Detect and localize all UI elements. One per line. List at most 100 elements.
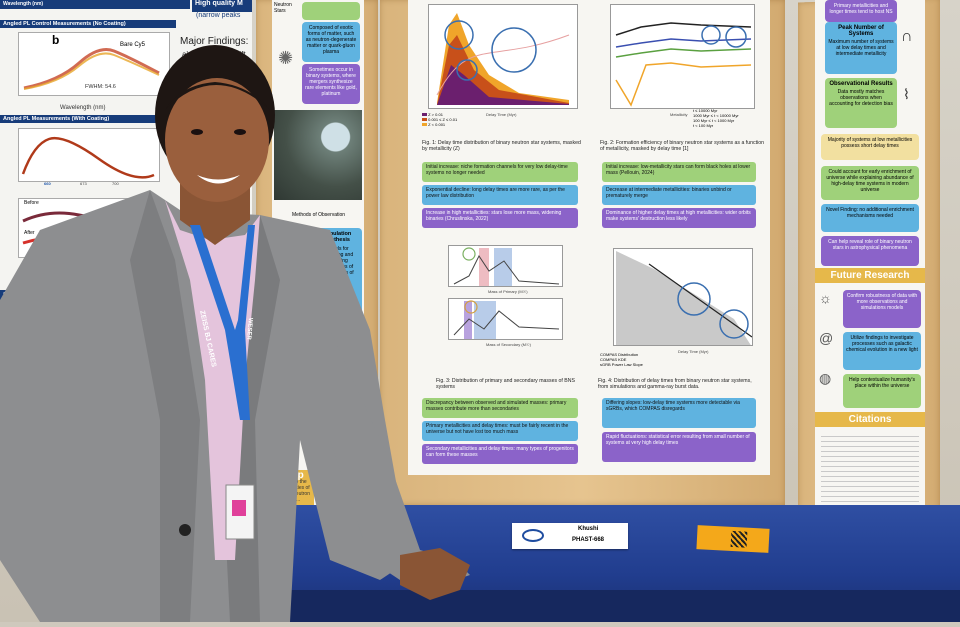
narrow-peaks-label: (narrow peaks [196, 12, 241, 19]
fig1-legend: Z > 0.01 0.001 ≤ Z ≤ 0.01 Z < 0.001 [422, 112, 457, 127]
narrow-box-3: Sometimes occur in binary systems, where… [302, 64, 360, 104]
code-icon: ≡ [344, 322, 360, 348]
major-findings-title: Major Findings: [180, 36, 249, 47]
panel-b-label: b [52, 33, 60, 47]
future-research-header: Future Research [815, 268, 925, 283]
wavelength-axis-label: Wavelength (nm) [60, 105, 106, 111]
fwhm-label: FWHM: 54.6 [85, 84, 116, 90]
table-edge [280, 590, 960, 622]
fig4-legend-item: COMPAS Distribution [600, 352, 639, 357]
narrow-box-1 [302, 2, 360, 20]
right-band-1: Initial increase: low-metallicity stars … [602, 162, 756, 182]
citations-header: Citations [815, 412, 925, 427]
fig1-caption: Fig. 1: Delay time distribution of binar… [422, 140, 581, 153]
name-card-name: Khushi [578, 526, 599, 532]
spectrum-plot-c [18, 128, 160, 182]
section1-title: Angled PL Control Measurements (No Coati… [0, 20, 176, 28]
center-poster: Delay Time (Myr) Z > 0.01 0.001 ≤ Z ≤ 0.… [408, 0, 770, 475]
fig2-plot [610, 4, 755, 109]
starburst-icon: ✺ [278, 48, 294, 68]
bottom-left-band-3: Secondary metallicities and delay times:… [422, 444, 578, 464]
fig3-plot-bottom [448, 298, 563, 340]
fig1-legend-item: Z < 0.001 [422, 122, 457, 127]
bare-cy5-label: Bare Cy5 [120, 42, 146, 48]
telescope-icon: ⌖ [302, 225, 312, 242]
fig4-legend-item: COMPAS KDE [600, 357, 627, 362]
bottom-left-band-2: Primary metallicities and delay times: m… [422, 421, 578, 441]
obs-box: Observational Results Data mostly matche… [825, 78, 897, 128]
fig4-xlabel: Delay Time (Myr) [678, 349, 709, 354]
population-synthesis-title: Population Synthesis [322, 231, 352, 243]
orange-card [696, 525, 770, 553]
fig3-bottom-svg [453, 300, 560, 339]
fig1-xlabel: Delay Time (Myr) [486, 112, 517, 117]
fig3-xlabel-top: Mass of Primary (M☉) [488, 289, 528, 294]
tick-660: 660 [44, 181, 51, 186]
name-card-logo-icon [522, 529, 544, 542]
nebula-image [274, 110, 362, 200]
spectrum-d-svg [22, 211, 145, 246]
major-findings-item: a) MoS₂ blue-shift [182, 50, 246, 59]
methods-label: Methods of Observation [292, 212, 346, 218]
peak-box: Peak Number of Systems Maximum number of… [825, 22, 897, 74]
neutron-stars-label: Neutron Stars [274, 2, 292, 14]
spectrum-b-svg [23, 48, 160, 90]
left-band-1: Initial increase: niche formation channe… [422, 162, 578, 182]
fig2-xlabel: Metallicity [670, 112, 688, 117]
obs-title: Observational Results [829, 81, 893, 87]
fig4-legend: COMPAS Distribution COMPAS KDE sGRB Powe… [600, 352, 643, 367]
right-poster: Primary metallicities and longer times t… [815, 0, 925, 525]
before-label: Before [24, 200, 39, 206]
left-band-2: Exponential decline: long delay times ar… [422, 185, 578, 205]
quality-badge: High quality M [192, 0, 252, 12]
fig2-legend-item: t < 100 Myr [693, 123, 714, 128]
tick-673: 673 [80, 181, 87, 186]
spectrum-plot-b [18, 32, 170, 96]
fig1-plot [428, 4, 578, 109]
fig2-legend-item: 1000 Myr ≤ t < 10000 Myr [693, 113, 739, 118]
fig4-caption: Fig. 4: Distribution of delay times from… [598, 378, 752, 391]
bottom-right-band-1: Differing slopes: low-delay time systems… [602, 398, 756, 428]
sun-icon: ☼ [819, 290, 832, 306]
bottom-left-band-1: Discrepancy between observed and simulat… [422, 398, 578, 418]
popsynth-box: Population Synthesis Models for simulati… [312, 228, 362, 318]
population-synthesis-text: Models for simulating and predicting dis… [320, 246, 354, 282]
future-box-3: Help contextualize humanity's place with… [843, 374, 921, 408]
fig3-top-svg [453, 247, 560, 286]
peak-title: Peak Number of Systems [838, 25, 884, 37]
narrow-box-2: Composed of exotic forms of matter, such… [302, 22, 360, 62]
novel-box: Novel Finding: no additional enrichment … [821, 204, 919, 232]
fig1-svg [436, 13, 570, 105]
right-band-2: Decrease at intermediate metallicities: … [602, 185, 756, 205]
narrow-poster: Neutron Stars ✺ Composed of exotic forms… [272, 0, 364, 540]
fig1-legend-item: Z > 0.01 [422, 112, 457, 117]
spectrum-c-svg [21, 136, 155, 179]
bottom-right-band-2: Rapid fluctuations: statistical error re… [602, 432, 756, 462]
gap-question: How do the metallicities of binary neutr… [278, 479, 310, 503]
after-label: After [24, 230, 35, 236]
left-poster: Wavelength (nm) High quality M (narrow p… [0, 0, 252, 420]
right-top-note: Primary metallicities and longer times t… [825, 0, 897, 22]
fig4-legend-item: sGRB Power Law Slope [600, 362, 643, 367]
fig2-svg [615, 22, 752, 107]
orange-card-qr-icon [730, 530, 748, 548]
fig2-legend-item: t ≤ 10000 Myr [693, 108, 718, 113]
tick-651: 651 [26, 258, 33, 263]
future-box-1: Confirm robustness of data with more obs… [843, 290, 921, 328]
tick-700: 700 [112, 181, 119, 186]
name-card: Khushi PHAST-668 [512, 523, 628, 549]
fig3-caption: Fig. 3: Distribution of primary and seco… [436, 378, 575, 391]
spiral-icon: @ [819, 330, 834, 346]
fig4-svg [616, 251, 752, 345]
obs-text: Data mostly matches observations when ac… [829, 89, 893, 107]
future-box-2: Utilize findings to investigate processe… [843, 332, 921, 370]
fig3-plot-top [448, 245, 563, 287]
fig2-legend: t ≤ 10000 Myr 1000 Myr ≤ t < 10000 Myr 1… [693, 108, 739, 128]
applications-panel [0, 302, 30, 402]
fig2-legend-item: 100 Myr ≤ t < 1000 Myr [693, 118, 735, 123]
early-box: Could account for early enrichment of un… [821, 166, 919, 200]
fig1-legend-item: 0.001 ≤ Z ≤ 0.01 [422, 117, 457, 122]
right-band-3: Dominance of higher delay times at high … [602, 208, 756, 228]
applications-header: s, Applic [0, 290, 60, 300]
role-box: Can help reveal role of binary neutron s… [821, 236, 919, 266]
